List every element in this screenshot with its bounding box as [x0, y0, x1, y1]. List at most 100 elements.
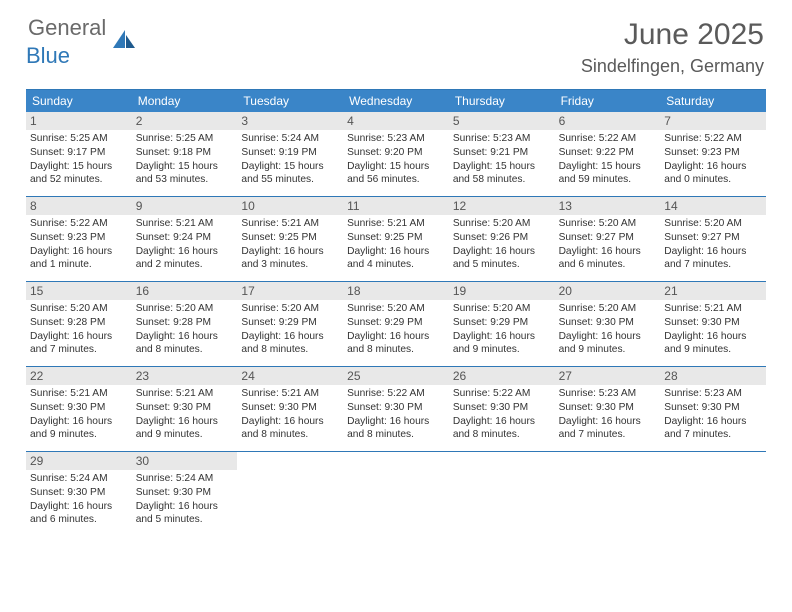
day-info: Sunrise: 5:21 AMSunset: 9:25 PMDaylight:… — [347, 217, 445, 272]
sunrise-text: Sunrise: 5:20 AM — [559, 217, 657, 231]
sunrise-text: Sunrise: 5:24 AM — [136, 472, 234, 486]
sunset-text: Sunset: 9:30 PM — [136, 486, 234, 500]
day-cell: 30Sunrise: 5:24 AMSunset: 9:30 PMDayligh… — [132, 452, 238, 536]
daylight-text: Daylight: 16 hours and 5 minutes. — [453, 245, 551, 273]
day-info: Sunrise: 5:21 AMSunset: 9:30 PMDaylight:… — [30, 387, 128, 442]
sunrise-text: Sunrise: 5:24 AM — [30, 472, 128, 486]
day-cell — [660, 452, 766, 536]
sunset-text: Sunset: 9:30 PM — [664, 401, 762, 415]
location-label: Sindelfingen, Germany — [581, 56, 764, 77]
sunset-text: Sunset: 9:30 PM — [30, 401, 128, 415]
day-cell: 19Sunrise: 5:20 AMSunset: 9:29 PMDayligh… — [449, 282, 555, 366]
day-info: Sunrise: 5:22 AMSunset: 9:23 PMDaylight:… — [664, 132, 762, 187]
day-info: Sunrise: 5:21 AMSunset: 9:30 PMDaylight:… — [241, 387, 339, 442]
daylight-text: Daylight: 16 hours and 8 minutes. — [136, 330, 234, 358]
month-title: June 2025 — [581, 18, 764, 52]
sunrise-text: Sunrise: 5:22 AM — [30, 217, 128, 231]
day-cell: 23Sunrise: 5:21 AMSunset: 9:30 PMDayligh… — [132, 367, 238, 451]
day-number: 23 — [132, 367, 238, 385]
day-cell: 20Sunrise: 5:20 AMSunset: 9:30 PMDayligh… — [555, 282, 661, 366]
week-row: 1Sunrise: 5:25 AMSunset: 9:17 PMDaylight… — [26, 112, 766, 197]
sunrise-text: Sunrise: 5:20 AM — [136, 302, 234, 316]
sunrise-text: Sunrise: 5:20 AM — [559, 302, 657, 316]
sunset-text: Sunset: 9:29 PM — [347, 316, 445, 330]
day-number: 9 — [132, 197, 238, 215]
day-info: Sunrise: 5:20 AMSunset: 9:29 PMDaylight:… — [347, 302, 445, 357]
day-number: 11 — [343, 197, 449, 215]
day-info: Sunrise: 5:20 AMSunset: 9:28 PMDaylight:… — [136, 302, 234, 357]
title-block: June 2025 Sindelfingen, Germany — [581, 18, 764, 77]
day-number: 24 — [237, 367, 343, 385]
weeks-container: 1Sunrise: 5:25 AMSunset: 9:17 PMDaylight… — [26, 112, 766, 536]
sunset-text: Sunset: 9:22 PM — [559, 146, 657, 160]
sunrise-text: Sunrise: 5:23 AM — [347, 132, 445, 146]
dow-saturday: Saturday — [660, 90, 766, 112]
day-cell: 18Sunrise: 5:20 AMSunset: 9:29 PMDayligh… — [343, 282, 449, 366]
day-cell: 29Sunrise: 5:24 AMSunset: 9:30 PMDayligh… — [26, 452, 132, 536]
day-number: 26 — [449, 367, 555, 385]
daylight-text: Daylight: 16 hours and 7 minutes. — [30, 330, 128, 358]
dow-friday: Friday — [555, 90, 661, 112]
sunrise-text: Sunrise: 5:21 AM — [136, 217, 234, 231]
day-cell: 6Sunrise: 5:22 AMSunset: 9:22 PMDaylight… — [555, 112, 661, 196]
daylight-text: Daylight: 16 hours and 9 minutes. — [136, 415, 234, 443]
day-info: Sunrise: 5:22 AMSunset: 9:30 PMDaylight:… — [453, 387, 551, 442]
day-info: Sunrise: 5:20 AMSunset: 9:26 PMDaylight:… — [453, 217, 551, 272]
sunset-text: Sunset: 9:23 PM — [664, 146, 762, 160]
day-number: 2 — [132, 112, 238, 130]
daylight-text: Daylight: 16 hours and 9 minutes. — [664, 330, 762, 358]
day-cell: 12Sunrise: 5:20 AMSunset: 9:26 PMDayligh… — [449, 197, 555, 281]
sunset-text: Sunset: 9:30 PM — [664, 316, 762, 330]
day-cell: 5 Sunrise: 5:23 AMSunset: 9:21 PMDaylight… — [449, 112, 555, 196]
day-number: 20 — [555, 282, 661, 300]
day-info: Sunrise: 5:21 AMSunset: 9:30 PMDaylight:… — [664, 302, 762, 357]
sunset-text: Sunset: 9:30 PM — [30, 486, 128, 500]
sunrise-text: Sunrise: 5:21 AM — [241, 217, 339, 231]
day-number: 21 — [660, 282, 766, 300]
day-cell — [555, 452, 661, 536]
sunrise-text: Sunrise: 5:21 AM — [347, 217, 445, 231]
day-number: 25 — [343, 367, 449, 385]
day-info: Sunrise: 5:24 AMSunset: 9:19 PMDaylight:… — [241, 132, 339, 187]
day-info: Sunrise: 5:23 AMSunset: 9:30 PMDaylight:… — [559, 387, 657, 442]
day-cell: 24 Sunrise: 5:21 AMSunset: 9:30 PMDayligh… — [237, 367, 343, 451]
day-cell: 16Sunrise: 5:20 AMSunset: 9:28 PMDayligh… — [132, 282, 238, 366]
day-cell: 21 Sunrise: 5:21 AMSunset: 9:30 PMDayligh… — [660, 282, 766, 366]
day-number: 28 — [660, 367, 766, 385]
day-number: 7 — [660, 112, 766, 130]
sunrise-text: Sunrise: 5:24 AM — [241, 132, 339, 146]
dow-tuesday: Tuesday — [237, 90, 343, 112]
daylight-text: Daylight: 16 hours and 6 minutes. — [30, 500, 128, 528]
daylight-text: Daylight: 16 hours and 9 minutes. — [453, 330, 551, 358]
daylight-text: Daylight: 15 hours and 53 minutes. — [136, 160, 234, 188]
day-info: Sunrise: 5:21 AMSunset: 9:25 PMDaylight:… — [241, 217, 339, 272]
day-info: Sunrise: 5:23 AMSunset: 9:21 PMDaylight:… — [453, 132, 551, 187]
sunset-text: Sunset: 9:27 PM — [664, 231, 762, 245]
sunset-text: Sunset: 9:30 PM — [241, 401, 339, 415]
daylight-text: Daylight: 16 hours and 0 minutes. — [664, 160, 762, 188]
daylight-text: Daylight: 16 hours and 9 minutes. — [30, 415, 128, 443]
sunset-text: Sunset: 9:19 PM — [241, 146, 339, 160]
day-number: 5 — [449, 112, 555, 130]
calendar-grid: Sunday Monday Tuesday Wednesday Thursday… — [26, 89, 766, 536]
sunset-text: Sunset: 9:18 PM — [136, 146, 234, 160]
daylight-text: Daylight: 15 hours and 59 minutes. — [559, 160, 657, 188]
sunrise-text: Sunrise: 5:23 AM — [664, 387, 762, 401]
daylight-text: Daylight: 15 hours and 58 minutes. — [453, 160, 551, 188]
day-cell: 22Sunrise: 5:21 AMSunset: 9:30 PMDayligh… — [26, 367, 132, 451]
sunrise-text: Sunrise: 5:21 AM — [241, 387, 339, 401]
day-cell: 8Sunrise: 5:22 AMSunset: 9:23 PMDaylight… — [26, 197, 132, 281]
daylight-text: Daylight: 16 hours and 8 minutes. — [347, 415, 445, 443]
daylight-text: Daylight: 15 hours and 56 minutes. — [347, 160, 445, 188]
sunset-text: Sunset: 9:25 PM — [347, 231, 445, 245]
daylight-text: Daylight: 16 hours and 7 minutes. — [664, 415, 762, 443]
sunset-text: Sunset: 9:29 PM — [241, 316, 339, 330]
dow-thursday: Thursday — [449, 90, 555, 112]
sunrise-text: Sunrise: 5:20 AM — [453, 217, 551, 231]
daylight-text: Daylight: 16 hours and 7 minutes. — [559, 415, 657, 443]
sunrise-text: Sunrise: 5:21 AM — [664, 302, 762, 316]
daylight-text: Daylight: 16 hours and 6 minutes. — [559, 245, 657, 273]
day-info: Sunrise: 5:24 AMSunset: 9:30 PMDaylight:… — [30, 472, 128, 527]
sunset-text: Sunset: 9:25 PM — [241, 231, 339, 245]
day-number: 3 — [237, 112, 343, 130]
